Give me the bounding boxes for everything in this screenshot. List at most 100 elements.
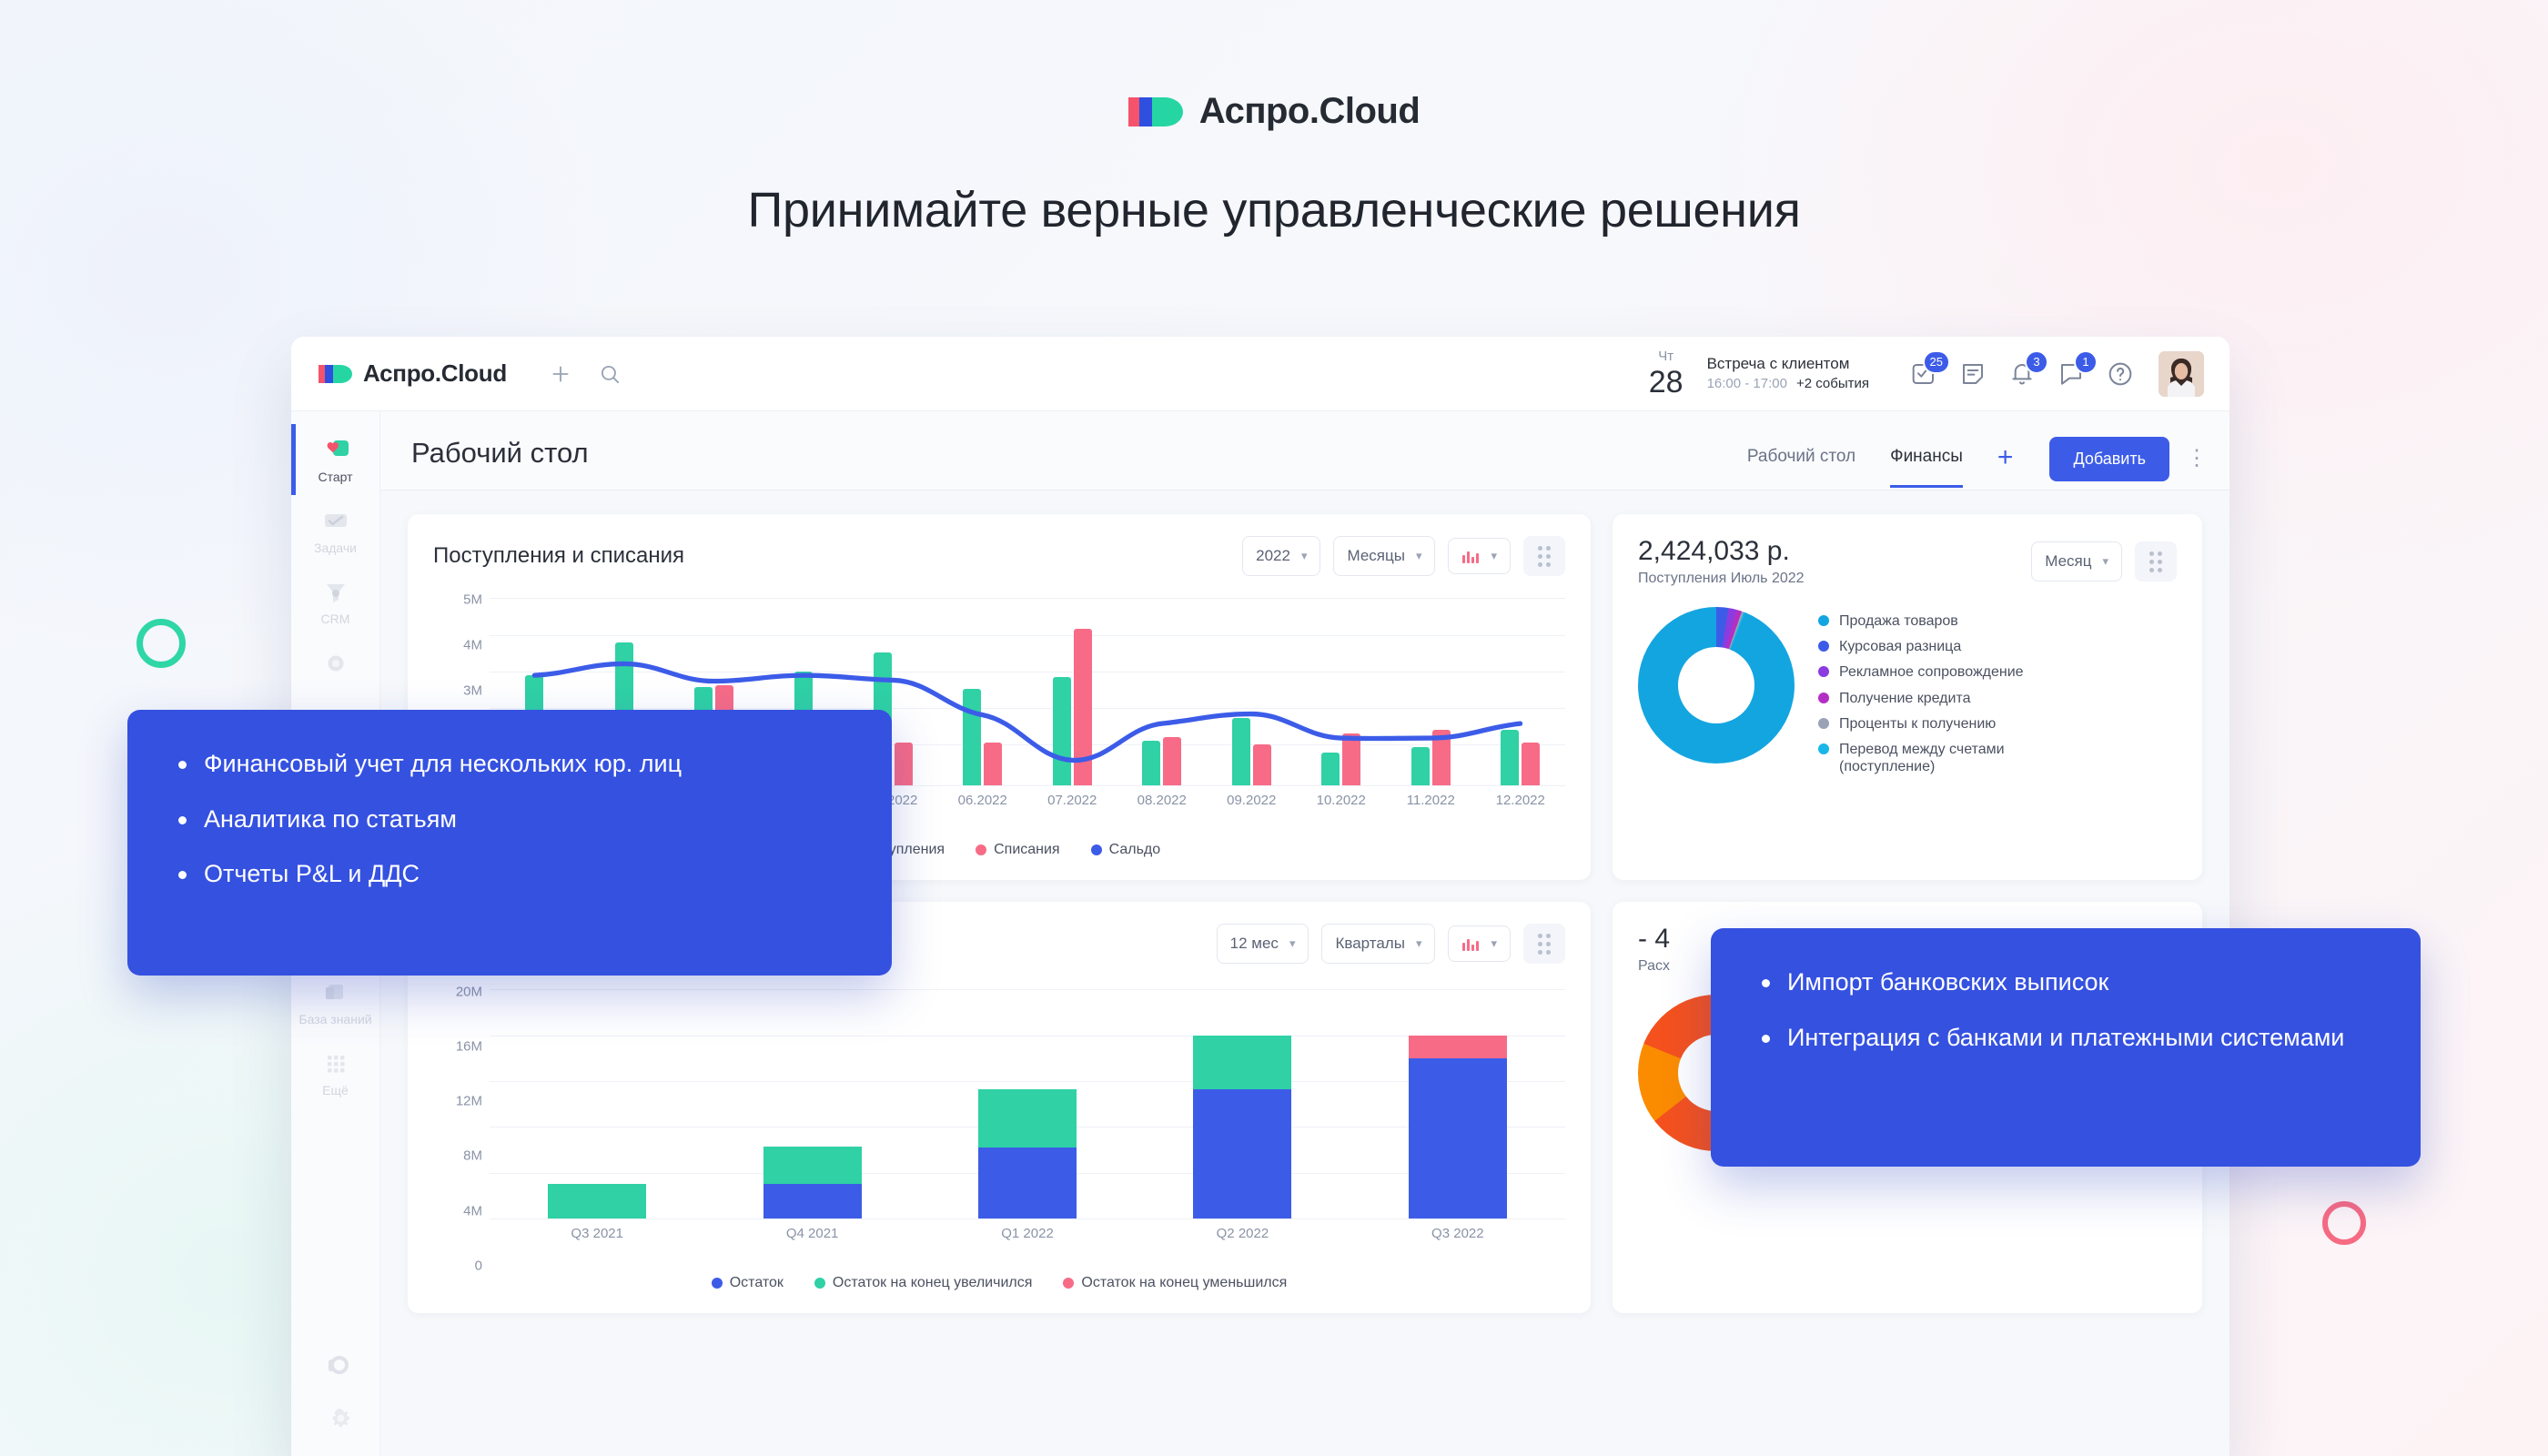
date-weekday: Чт: [1658, 349, 1674, 364]
legend-item[interactable]: Курсовая разница: [1818, 638, 2058, 655]
legend-label: Сальдо: [1108, 842, 1161, 857]
heart-start-icon: [320, 437, 351, 464]
legend-item[interactable]: Остаток: [711, 1275, 784, 1291]
income-donut-chart[interactable]: [1638, 607, 1795, 763]
legend-item[interactable]: Сальдо: [1090, 842, 1161, 858]
aspro-logo-icon-small: [318, 362, 353, 386]
y-tick: 20M: [455, 984, 482, 1000]
add-button[interactable]: Добавить: [2049, 437, 2169, 481]
help-icon[interactable]: [2106, 359, 2135, 389]
legend-item[interactable]: Рекламное сопровождение: [1818, 663, 2058, 681]
bar-group: [704, 980, 919, 1218]
x-tick: 07.2022: [1047, 793, 1097, 808]
add-tab-icon[interactable]: +: [1997, 442, 2014, 472]
bar-group: [1135, 980, 1350, 1218]
chart-type-select[interactable]: ▾: [1448, 925, 1511, 962]
sidebar-item-tasks[interactable]: Задачи: [291, 495, 380, 566]
callout-item: Импорт банковских выписок: [1758, 966, 2373, 998]
y-tick: 5M: [463, 592, 482, 608]
date-day: 28: [1648, 365, 1684, 399]
period-select-value: Месяцы: [1347, 547, 1405, 564]
bar-group: [1117, 592, 1208, 785]
y-tick: 4M: [463, 637, 482, 653]
x-tick: Q3 2022: [1431, 1226, 1484, 1241]
sidebar-item-more[interactable]: Ещё: [291, 1037, 380, 1108]
notes-icon[interactable]: [1958, 359, 1987, 389]
brand-name: Аспро.Cloud: [1198, 91, 1421, 131]
avatar[interactable]: [2159, 350, 2204, 397]
legend-item[interactable]: Перевод между счетами (поступление): [1818, 741, 2058, 775]
event-more-count: +2 события: [1795, 375, 1869, 391]
tab-finance[interactable]: Финансы: [1890, 447, 1963, 488]
y-axis-labels: 20M 16M 12M 8M 4M 0: [433, 980, 482, 1273]
year-select[interactable]: 2022 ▾: [1242, 536, 1321, 576]
drag-grip-icon[interactable]: [2135, 541, 2177, 581]
bar-group: [1207, 592, 1297, 785]
app-logo[interactable]: Аспро.Cloud: [318, 359, 507, 388]
chat-badge: 1: [2074, 349, 2098, 374]
x-tick: Q2 2022: [1216, 1226, 1269, 1241]
sidebar-item-label-tasks: Задачи: [313, 541, 357, 556]
sidebar-item-label-start: Старт: [318, 470, 353, 484]
chart-type-select[interactable]: ▾: [1448, 538, 1511, 574]
x-tick: 06.2022: [957, 793, 1007, 808]
upcoming-event[interactable]: Встреча с клиентом 16:00 - 17:00 +2 событ…: [1707, 354, 1869, 393]
finance-icon: [320, 650, 351, 677]
granularity-select[interactable]: Кварталы ▾: [1321, 924, 1436, 964]
app-brand-name: Аспро.Cloud: [363, 359, 507, 387]
settings-gear-icon[interactable]: [320, 1403, 351, 1431]
x-axis-labels: Q3 2021 Q4 2021 Q1 2022 Q2 2022 Q3 2022: [490, 1226, 1565, 1266]
event-time: 16:00 - 17:00: [1706, 375, 1787, 391]
callout-item: Аналитика по статьям: [175, 804, 844, 835]
legend-label: Рекламное сопровождение: [1839, 664, 2024, 681]
tab-dashboard[interactable]: Рабочий стол: [1746, 446, 1856, 466]
callout-item: Отчеты P&L и ДДС: [175, 858, 844, 890]
search-icon[interactable]: [598, 362, 622, 386]
chevron-down-icon: ▾: [1300, 549, 1308, 562]
decor-circle-green-left: [136, 619, 186, 668]
range-select[interactable]: 12 мес ▾: [1216, 924, 1309, 964]
legend-item[interactable]: Проценты к получению: [1818, 715, 2058, 733]
month-select[interactable]: Месяц ▾: [2031, 541, 2122, 581]
aspro-logo-icon: [1127, 93, 1185, 131]
more-options-icon[interactable]: ⋮: [2186, 446, 2209, 471]
y-tick: 3M: [463, 682, 482, 699]
drag-grip-icon[interactable]: [1523, 536, 1565, 576]
legend-item[interactable]: Списания: [976, 842, 1060, 858]
grid-more-icon: [320, 1050, 351, 1077]
x-tick: 10.2022: [1316, 793, 1366, 808]
sidebar-item-start[interactable]: Старт: [291, 424, 380, 496]
bank-integration-callout: Импорт банковских выписок Интеграция с б…: [1711, 928, 2421, 1167]
legend-label: Остаток: [729, 1275, 784, 1290]
legend-label: Продажа товаров: [1839, 613, 1958, 629]
tasks-icon: [320, 508, 351, 535]
callout-item: Финансовый учет для нескольких юр. лиц: [175, 748, 844, 780]
legend-item[interactable]: Остаток на конец уменьшился: [1063, 1275, 1287, 1291]
calendar-task-icon[interactable]: 25: [1909, 349, 1950, 389]
legend-item[interactable]: Получение кредита: [1818, 690, 2058, 707]
legend-label: Курсовая разница: [1839, 639, 1962, 655]
sidebar-item-knowledge-base[interactable]: База знаний: [291, 966, 380, 1037]
event-title: Встреча с клиентом: [1706, 354, 1850, 372]
bell-badge: 3: [2025, 349, 2048, 374]
bar-group: [490, 980, 704, 1218]
chart-legend: Остаток Остаток на конец увеличился Оста…: [433, 1266, 1565, 1291]
legend-item[interactable]: Остаток на конец увеличился: [814, 1275, 1032, 1291]
page-header: Рабочий стол Рабочий стол Финансы + Доба…: [380, 411, 2230, 490]
brand-header: Аспро.Cloud: [0, 91, 2548, 132]
legend-label: Получение кредита: [1839, 690, 1971, 706]
legend-item[interactable]: Продажа товаров: [1818, 612, 2058, 630]
plus-icon[interactable]: [549, 362, 572, 386]
legend-label: Остаток на конец увеличился: [832, 1275, 1033, 1290]
bar-group: [1476, 592, 1566, 785]
support-icon[interactable]: [320, 1352, 351, 1380]
sidebar-item-finance[interactable]: [291, 637, 380, 693]
bell-icon[interactable]: 3: [2007, 349, 2048, 389]
period-select[interactable]: Месяцы ▾: [1333, 536, 1436, 576]
sidebar-item-crm[interactable]: CRM: [291, 566, 380, 637]
y-tick: 4M: [463, 1203, 482, 1219]
drag-grip-icon[interactable]: [1523, 924, 1565, 964]
x-tick: Q4 2021: [785, 1226, 839, 1241]
y-tick: 12M: [455, 1093, 482, 1109]
chat-icon[interactable]: 1: [2057, 349, 2098, 389]
